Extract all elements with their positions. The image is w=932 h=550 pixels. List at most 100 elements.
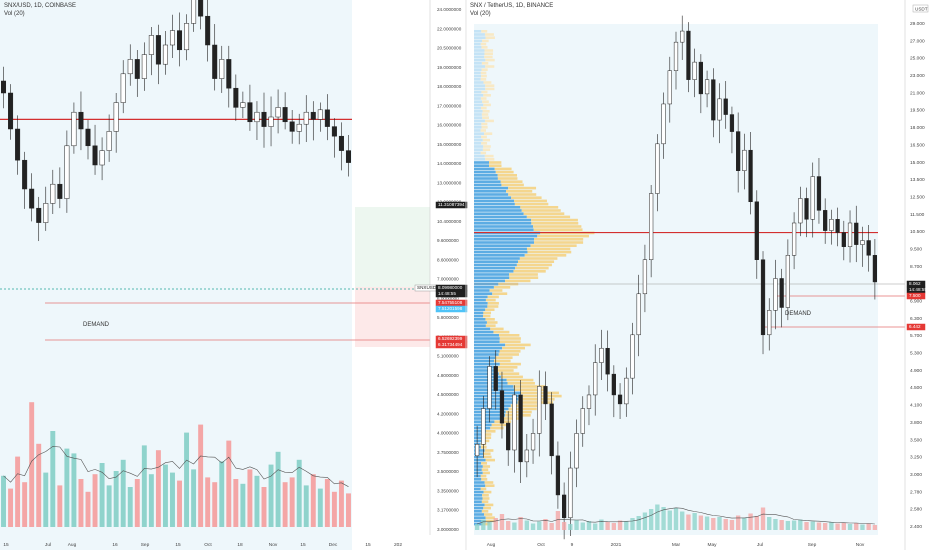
right-candle-body bbox=[667, 70, 672, 105]
volume-profile-buy-bar bbox=[474, 90, 482, 94]
volume-profile-buy-bar bbox=[474, 52, 485, 55]
right-candle-body bbox=[711, 79, 716, 121]
volume-profile-buy-bar bbox=[474, 458, 486, 462]
volume-profile-sell-bar bbox=[482, 138, 491, 142]
volume-profile-sell-bar bbox=[534, 238, 584, 241]
left-candle-body bbox=[57, 183, 63, 199]
volume-profile-sell-bar bbox=[507, 382, 535, 385]
volume-profile-sell-bar bbox=[537, 234, 589, 238]
left-price-tick: 18.0000000 bbox=[437, 84, 462, 89]
volume-profile-buy-bar bbox=[474, 215, 527, 219]
left-volume-bar bbox=[268, 464, 274, 527]
right-volume-bar bbox=[742, 518, 747, 530]
volume-profile-buy-bar bbox=[474, 110, 483, 113]
right-price-tick: 5.700 bbox=[910, 333, 922, 339]
right-price-tick: 6.300 bbox=[910, 316, 922, 322]
volume-profile-sell-bar bbox=[484, 55, 493, 59]
volume-profile-sell-bar bbox=[505, 279, 531, 283]
left-volume-bar bbox=[226, 440, 232, 527]
volume-profile-buy-bar bbox=[474, 154, 485, 158]
volume-profile-sell-bar bbox=[531, 222, 579, 225]
left-volume-bar bbox=[247, 469, 253, 527]
volume-profile-buy-bar bbox=[474, 94, 484, 97]
right-price-tick: 9.500 bbox=[910, 246, 922, 252]
right-volume-bar bbox=[642, 512, 648, 530]
volume-profile-sell-bar bbox=[481, 74, 487, 78]
volume-profile-buy-bar bbox=[474, 356, 496, 359]
right-volume-bar bbox=[829, 522, 834, 530]
left-candle-body bbox=[127, 59, 133, 75]
left-candle-body bbox=[268, 116, 274, 127]
volume-profile-buy-bar bbox=[474, 244, 531, 247]
volume-profile-buy-bar bbox=[474, 366, 498, 369]
left-volume-bar bbox=[261, 487, 267, 527]
volume-profile-sell-bar bbox=[481, 62, 489, 65]
left-candle-body bbox=[22, 159, 28, 190]
left-candle-body bbox=[275, 107, 281, 118]
right-price-tick: 2.580 bbox=[910, 507, 922, 513]
volume-profile-sell-bar bbox=[506, 190, 533, 193]
left-volume-bar bbox=[162, 464, 168, 527]
volume-profile-sell-bar bbox=[483, 436, 492, 439]
right-volume-bar bbox=[791, 520, 797, 530]
volume-profile-sell-bar bbox=[523, 212, 565, 215]
left-price-tick: 8.6000000 bbox=[437, 257, 459, 262]
right-candle-body bbox=[562, 494, 567, 519]
right-volume-bar bbox=[580, 522, 585, 530]
left-candle-body bbox=[198, 0, 204, 17]
left-candle-body bbox=[50, 183, 56, 204]
right-volume-bar bbox=[474, 524, 480, 530]
left-x-tick: 202 bbox=[394, 542, 402, 548]
left-candle-body bbox=[113, 102, 119, 132]
volume-profile-buy-bar bbox=[474, 218, 532, 222]
left-candle-body bbox=[289, 121, 295, 132]
volume-profile-buy-bar bbox=[474, 247, 527, 251]
volume-profile-buy-bar bbox=[474, 148, 483, 151]
left-candle-body bbox=[71, 111, 77, 147]
right-axis-badge: USDT bbox=[915, 7, 928, 12]
right-x-tick: 9 bbox=[571, 542, 574, 548]
left-candle-body bbox=[43, 203, 49, 223]
volume-profile-sell-bar bbox=[483, 94, 491, 97]
right-volume-bar bbox=[822, 523, 828, 530]
volume-profile-buy-bar bbox=[474, 305, 488, 308]
left-candle-body bbox=[85, 128, 91, 147]
volume-profile-sell-bar bbox=[500, 375, 523, 379]
right-candle-body bbox=[642, 259, 648, 295]
volume-profile-buy-bar bbox=[474, 46, 482, 49]
right-volume-bar bbox=[723, 519, 728, 530]
left-volume-bar bbox=[36, 443, 42, 527]
volume-profile-sell-bar bbox=[482, 497, 490, 500]
left-candle-body bbox=[148, 35, 154, 55]
volume-profile-buy-bar bbox=[474, 254, 525, 257]
volume-profile-sell-bar bbox=[521, 209, 561, 212]
volume-profile-buy-bar bbox=[474, 234, 538, 238]
volume-profile-sell-bar bbox=[487, 302, 499, 305]
volume-profile-sell-bar bbox=[481, 142, 488, 145]
right-candle-body bbox=[760, 259, 766, 336]
left-price-tick: 3.5000000 bbox=[437, 469, 459, 474]
left-x-tick: 15 bbox=[175, 542, 181, 548]
right-volume-bar bbox=[748, 513, 753, 530]
right-volume-bar bbox=[841, 522, 846, 530]
left-candle-body bbox=[141, 54, 147, 79]
volume-profile-buy-bar bbox=[474, 30, 482, 33]
right-candle-body bbox=[568, 467, 573, 519]
volume-profile-sell-bar bbox=[484, 449, 494, 452]
left-volume-bar bbox=[8, 488, 14, 527]
volume-profile-sell-bar bbox=[513, 385, 546, 388]
volume-profile-buy-bar bbox=[474, 292, 493, 295]
left-price-tick: 3.3500000 bbox=[437, 488, 459, 493]
right-volume-bar bbox=[711, 518, 716, 530]
volume-profile-sell-bar bbox=[482, 522, 490, 526]
right-candle-body bbox=[698, 61, 703, 95]
left-volume-bar bbox=[198, 424, 204, 527]
volume-profile-buy-bar bbox=[474, 158, 486, 161]
right-candle-body bbox=[512, 394, 517, 451]
volume-profile-buy-bar bbox=[474, 359, 495, 363]
volume-profile-sell-bar bbox=[506, 378, 534, 382]
right-x-tick: Nov bbox=[856, 542, 865, 548]
volume-profile-buy-bar bbox=[474, 391, 521, 395]
volume-profile-sell-bar bbox=[490, 426, 504, 430]
volume-profile-buy-bar bbox=[474, 295, 488, 299]
